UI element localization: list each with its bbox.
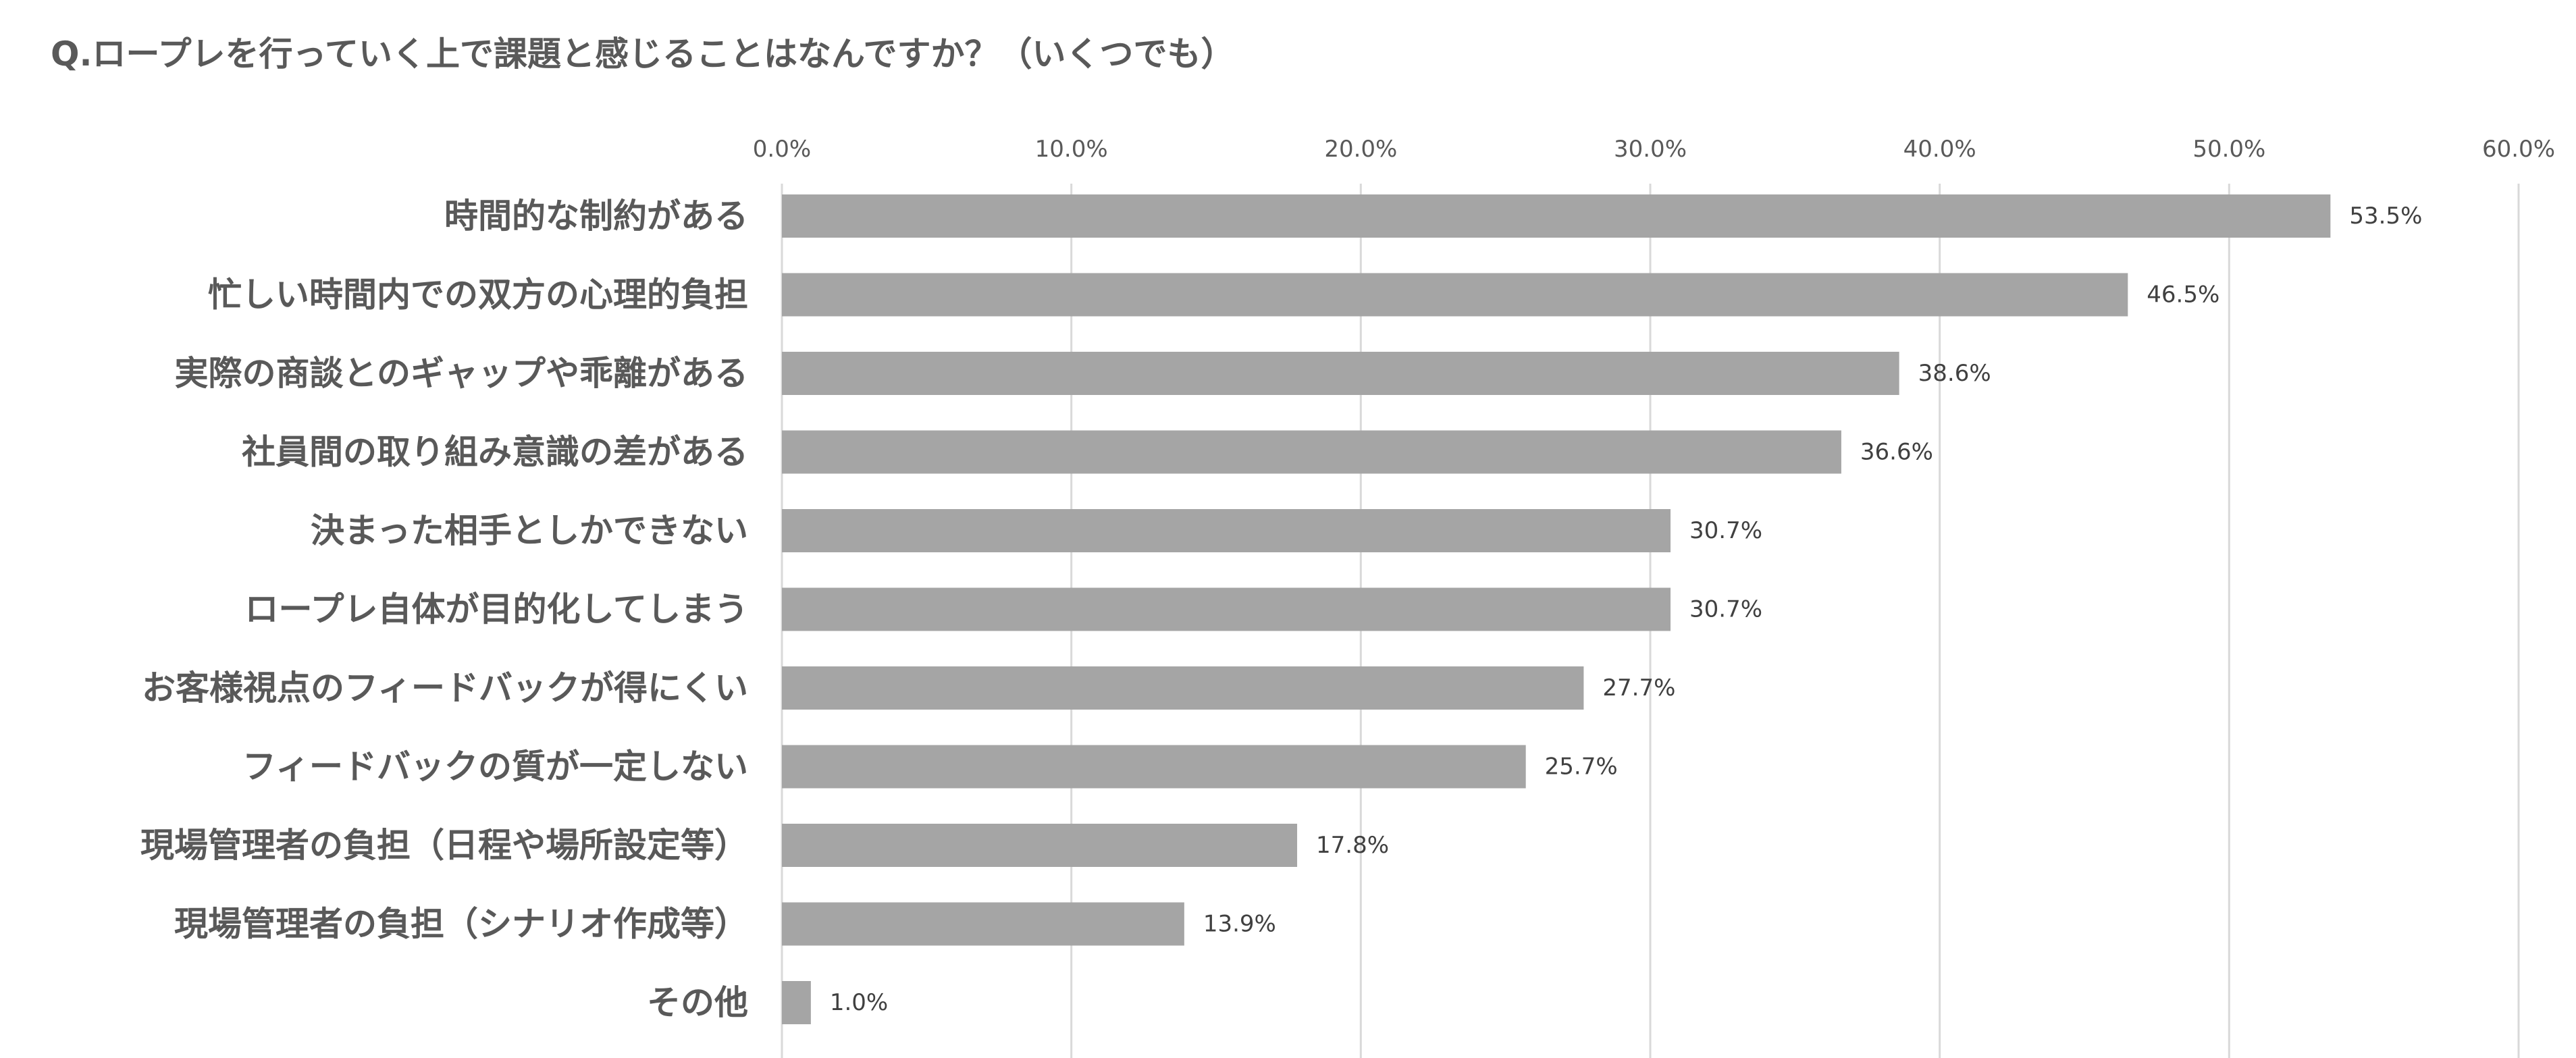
data-label: 27.7%: [1602, 675, 1675, 702]
category-label: 現場管理者の負担（日程や場所設定等）: [140, 826, 748, 865]
data-labels: 53.5% 46.5% 38.6% 36.6% 30.7% 30.7% 27.7% 25.7%…: [830, 203, 2423, 1016]
bar: [782, 194, 2331, 238]
data-label: 53.5%: [2349, 203, 2422, 230]
data-label: 30.7%: [1689, 596, 1762, 623]
category-label: 実際の商談とのギャップや乖離がある: [175, 354, 749, 393]
data-label: 1.0%: [830, 989, 888, 1016]
bar: [782, 273, 2128, 317]
category-label: 決まった相手としかできない: [311, 511, 748, 550]
category-label: お客様視点のフィードバックが得にくい: [142, 668, 748, 708]
category-label: 現場管理者の負担（シナリオ作成等）: [174, 905, 748, 944]
chart-title: Q.ロープレを行っていく上で課題と感じることはなんですか？（いくつでも）: [51, 34, 1235, 74]
data-label: 46.5%: [2147, 282, 2219, 309]
x-tick-label: 40.0%: [1903, 136, 1976, 163]
category-label: 時間的な制約がある: [444, 196, 748, 236]
bar: [782, 902, 1184, 946]
data-label: 13.9%: [1203, 911, 1276, 938]
x-tick-label: 0.0%: [753, 136, 811, 163]
category-label: フィードバックの質が一定しない: [242, 747, 748, 787]
x-axis-ticks: 0.0% 10.0% 20.0% 30.0% 40.0% 50.0% 60.0%: [753, 136, 2555, 163]
category-label: ロープレ自体が目的化してしまう: [245, 590, 749, 629]
bar: [782, 824, 1298, 867]
data-label: 36.6%: [1860, 439, 1933, 466]
bar: [782, 745, 1526, 789]
category-label: 忙しい時間内での双方の心理的負担: [208, 275, 748, 315]
category-labels: 時間的な制約がある忙しい時間内での双方の心理的負担実際の商談とのギャップや乖離が…: [140, 196, 748, 1022]
x-tick-label: 30.0%: [1614, 136, 1687, 163]
data-label: 17.8%: [1316, 832, 1389, 859]
data-label: 38.6%: [1918, 360, 1991, 387]
bar: [782, 587, 1671, 631]
x-tick-label: 50.0%: [2192, 136, 2265, 163]
x-tick-label: 10.0%: [1035, 136, 1108, 163]
bar: [782, 666, 1584, 710]
bars: [782, 194, 2331, 1024]
x-tick-label: 20.0%: [1324, 136, 1397, 163]
category-label: その他: [647, 983, 748, 1022]
bar: [782, 981, 811, 1024]
category-label: 社員間の取り組み意識の差がある: [242, 433, 748, 472]
data-label: 25.7%: [1545, 753, 1618, 781]
data-label: 30.7%: [1689, 517, 1762, 544]
x-tick-label: 60.0%: [2482, 136, 2555, 163]
bar: [782, 430, 1841, 474]
bar: [782, 352, 1899, 395]
bar: [782, 509, 1671, 552]
